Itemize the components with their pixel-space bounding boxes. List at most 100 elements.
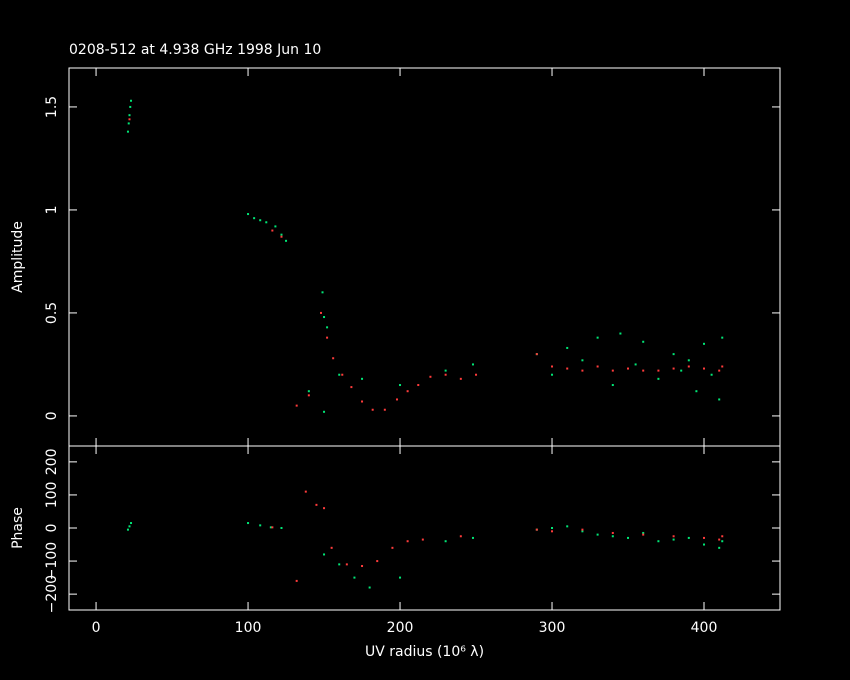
x-tick-label: 0 <box>92 620 101 636</box>
data-point <box>535 353 538 356</box>
data-point <box>383 408 386 411</box>
data-point <box>634 363 637 366</box>
data-point <box>321 291 324 294</box>
data-point <box>687 359 690 362</box>
data-point <box>338 373 341 376</box>
data-point <box>642 369 645 372</box>
data-point <box>581 359 584 362</box>
data-point <box>259 524 262 527</box>
data-point <box>406 390 409 393</box>
data-point <box>718 398 721 401</box>
data-point <box>406 540 409 543</box>
data-point <box>672 538 675 541</box>
data-point <box>361 400 364 403</box>
data-point <box>399 576 402 579</box>
data-point <box>721 535 724 538</box>
y-tick-label: 1 <box>44 205 60 214</box>
data-point <box>323 316 326 319</box>
data-point <box>680 369 683 372</box>
data-point <box>338 563 341 566</box>
data-point <box>326 336 329 339</box>
data-point <box>421 538 424 541</box>
data-point <box>627 536 630 539</box>
data-point <box>129 105 132 108</box>
data-point <box>672 353 675 356</box>
plot-frame <box>68 445 781 611</box>
data-point <box>596 533 599 536</box>
data-point <box>247 522 250 525</box>
data-point <box>703 536 706 539</box>
data-point <box>429 375 432 378</box>
y-tick-label: −200 <box>44 575 60 613</box>
x-tick-label: 200 <box>387 620 414 636</box>
data-point <box>703 543 706 546</box>
data-point <box>295 404 298 407</box>
data-point <box>323 507 326 510</box>
data-point <box>280 235 283 238</box>
data-point <box>399 384 402 387</box>
data-point <box>657 377 660 380</box>
x-tick-label: 300 <box>539 620 566 636</box>
data-point <box>581 530 584 533</box>
data-point <box>721 365 724 368</box>
data-point <box>361 377 364 380</box>
data-point <box>695 390 698 393</box>
data-point <box>247 213 250 216</box>
data-point <box>627 367 630 370</box>
data-point <box>551 365 554 368</box>
x-tick-label: 100 <box>235 620 262 636</box>
data-point <box>551 527 554 529</box>
data-point <box>304 490 307 493</box>
data-point <box>259 219 262 222</box>
data-point <box>128 525 131 528</box>
data-point <box>581 369 584 372</box>
data-point <box>471 363 474 366</box>
data-point <box>332 357 335 360</box>
data-point <box>323 553 326 556</box>
data-point <box>307 390 310 393</box>
data-point <box>127 122 130 125</box>
data-point <box>345 563 348 566</box>
data-point <box>350 386 353 389</box>
data-point <box>126 528 129 531</box>
data-point <box>721 336 724 339</box>
y-axis-label: Amplitude <box>10 221 26 293</box>
data-point <box>535 528 538 531</box>
data-point <box>703 342 706 345</box>
data-point <box>703 367 706 370</box>
data-point <box>130 522 133 525</box>
data-point <box>672 535 675 538</box>
data-point <box>642 531 645 534</box>
data-point <box>444 540 447 543</box>
data-point <box>341 373 344 376</box>
x-tick-label: 400 <box>691 620 718 636</box>
y-tick-label: 0 <box>44 411 60 420</box>
data-point <box>126 130 129 133</box>
data-point <box>672 367 675 370</box>
data-point <box>459 377 462 380</box>
data-point <box>444 373 447 376</box>
data-point <box>475 373 478 376</box>
y-tick-label: 200 <box>44 449 60 476</box>
data-point <box>376 560 379 563</box>
data-point <box>657 369 660 372</box>
y-axis-label: Phase <box>10 507 26 549</box>
data-point <box>271 526 274 529</box>
data-point <box>566 346 569 349</box>
data-point <box>687 365 690 368</box>
y-tick-label: −100 <box>44 542 60 580</box>
data-point <box>295 579 298 582</box>
data-point <box>718 546 721 549</box>
data-point <box>395 398 398 401</box>
data-point <box>611 369 614 372</box>
data-point <box>444 369 447 372</box>
data-point <box>642 340 645 343</box>
data-point <box>611 531 614 534</box>
chart-title: 0208-512 at 4.938 GHz 1998 Jun 10 <box>69 42 321 58</box>
data-point <box>368 586 371 589</box>
data-point <box>721 540 724 543</box>
data-point <box>459 535 462 538</box>
y-tick-label: 1.5 <box>44 96 60 118</box>
data-point <box>551 530 554 533</box>
